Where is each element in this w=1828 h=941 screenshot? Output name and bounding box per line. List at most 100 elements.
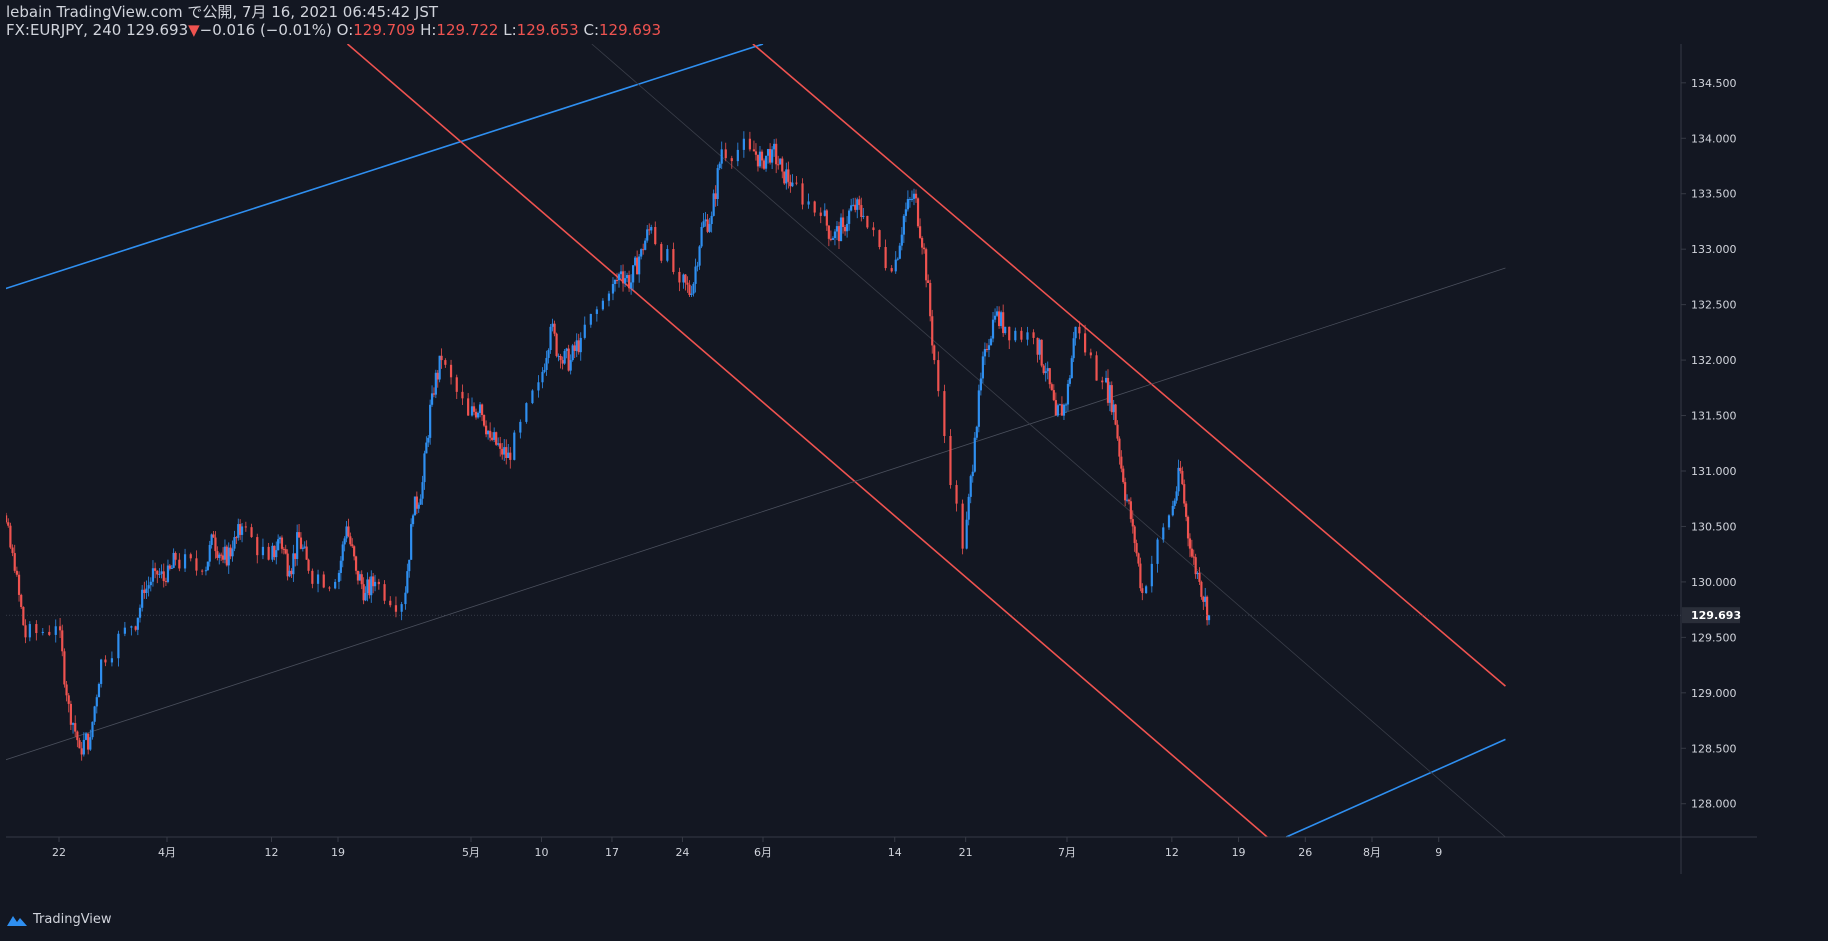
candle-body: [467, 398, 470, 416]
candle-body: [80, 748, 83, 755]
candle-body: [541, 371, 544, 383]
candle-body: [785, 169, 788, 184]
candle-body: [1060, 404, 1064, 416]
candle-body: [284, 549, 287, 554]
candle-body: [218, 554, 221, 558]
candle-body: [1188, 538, 1192, 549]
candle-body: [1110, 385, 1113, 413]
price-tick-label: 133.000: [1691, 243, 1737, 256]
candle-body: [1044, 371, 1047, 374]
candle-body: [706, 219, 709, 232]
candle-body: [545, 357, 548, 370]
candle-body: [220, 554, 223, 556]
candle-body: [339, 560, 342, 573]
candle-body: [84, 733, 88, 740]
candle-body: [1000, 312, 1003, 327]
candle-body: [1185, 503, 1188, 517]
candle-body: [489, 430, 492, 438]
candle-body: [1198, 572, 1201, 582]
candle-body: [625, 275, 629, 279]
candle-body: [216, 551, 219, 558]
down-arrow-icon: ▼: [188, 21, 200, 39]
candle-body: [505, 447, 508, 458]
candle-body: [613, 280, 617, 285]
price-chart[interactable]: 128.000 128.500 129.000 129.500 130.000 130.5…: [6, 44, 1757, 874]
candle-body: [233, 537, 236, 549]
candle-body: [762, 160, 766, 169]
candle-body: [775, 143, 778, 165]
candle-body: [965, 519, 968, 549]
candle-body: [1064, 404, 1068, 406]
candle-body: [1122, 468, 1125, 483]
candle-body: [294, 553, 297, 559]
candle-body: [866, 215, 869, 228]
chart-frame[interactable]: 128.000 128.500 129.000 129.500 130.000 130.5…: [6, 44, 1757, 874]
candle-body: [764, 155, 768, 169]
candle-body: [688, 284, 691, 295]
candle-body: [557, 355, 560, 357]
candle-body: [1124, 482, 1127, 501]
candle-body: [559, 355, 562, 361]
candle-body: [434, 372, 437, 395]
candle-body: [372, 576, 375, 587]
candle-body: [307, 559, 310, 571]
candle-body: [1004, 326, 1007, 334]
ohlc-line: FX:EURJPY, 240 129.693▼−0.016 (−0.01%) O…: [6, 21, 661, 39]
candle-body: [852, 204, 855, 206]
candle-body: [476, 412, 480, 418]
candle-body: [493, 432, 496, 440]
candle-body: [95, 697, 98, 707]
change-value: −0.016 (−0.01%): [199, 21, 332, 39]
candle-body: [1200, 581, 1203, 597]
candle-body: [1026, 332, 1029, 340]
candle-body: [1127, 499, 1131, 502]
candle-body: [491, 437, 494, 440]
candle-body: [74, 723, 77, 732]
candle-body: [461, 391, 464, 399]
candle-body: [206, 561, 209, 571]
candle-body: [615, 280, 619, 282]
time-tick-label: 14: [888, 846, 902, 859]
candle-body: [231, 548, 234, 557]
candle-body: [1204, 596, 1207, 602]
candle-body: [916, 198, 920, 227]
open-value: 129.709: [353, 21, 416, 39]
footer-brand[interactable]: TradingView: [6, 912, 112, 927]
candle-body: [162, 571, 165, 582]
candle-body: [28, 624, 31, 638]
candle-body: [225, 546, 228, 566]
candle-body: [858, 199, 861, 206]
candle-body: [636, 257, 639, 275]
candle-body: [97, 683, 101, 698]
candle-body: [6, 515, 8, 523]
candle-body: [967, 496, 970, 520]
candle-body: [547, 350, 550, 358]
candle-body: [123, 627, 126, 634]
candle-body: [841, 217, 845, 227]
candle-body: [768, 149, 772, 163]
candle-body: [360, 574, 363, 585]
candle-body: [758, 151, 762, 167]
candle-body: [69, 703, 72, 725]
candle-body: [349, 536, 352, 545]
candle-body: [345, 526, 348, 539]
price-tick-label: 130.000: [1691, 576, 1737, 589]
trend-line: [752, 44, 1506, 687]
candle-body: [282, 548, 285, 550]
candle-body: [561, 360, 564, 364]
candle-body: [154, 568, 157, 571]
candle-body: [78, 740, 81, 749]
candle-body: [989, 338, 993, 346]
candle-body: [22, 607, 25, 626]
candle-body: [525, 403, 528, 422]
candle-body: [777, 164, 780, 166]
price-tick-label: 128.500: [1691, 742, 1737, 755]
candle-body: [444, 360, 447, 365]
candle-body: [48, 631, 51, 635]
candle-body: [411, 515, 415, 525]
candle-body: [896, 258, 899, 260]
candle-body: [141, 589, 144, 608]
candle-body: [906, 199, 910, 210]
candle-body: [791, 182, 794, 187]
candle-body: [856, 199, 859, 210]
